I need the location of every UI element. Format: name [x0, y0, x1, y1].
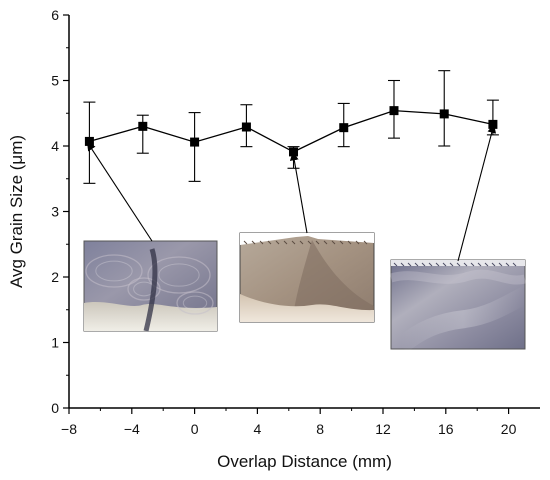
inset-notch: [400, 262, 405, 267]
inset-notch: [283, 240, 288, 245]
x-axis-title: Overlap Distance (mm): [217, 452, 392, 471]
inset-seam: [143, 248, 158, 332]
x-tick-label: 12: [375, 421, 391, 437]
inset-notch: [505, 262, 510, 267]
inset-notch: [456, 262, 461, 267]
inset-swirl-inner: [158, 263, 200, 287]
inset-notch: [307, 240, 312, 245]
inset-notch: [463, 262, 468, 267]
inset-notch: [251, 240, 256, 245]
inset-notch: [470, 262, 475, 267]
y-tick-label: 0: [51, 400, 59, 416]
inset-notch: [491, 262, 496, 267]
inset-notch: [414, 262, 419, 267]
inset-notch: [363, 240, 368, 245]
inset-micrograph-right: [389, 259, 530, 353]
inset-notch: [347, 240, 352, 245]
inset-notch: [243, 240, 248, 245]
inset-notch: [267, 240, 272, 245]
inset-notch: [498, 262, 503, 267]
inset-notch: [299, 240, 304, 245]
inset-swirl: [147, 256, 211, 294]
inset-notch: [339, 240, 344, 245]
inset-notch: [477, 262, 482, 267]
data-point: [439, 109, 449, 119]
data-point: [190, 137, 200, 147]
inset-swirl-inner: [95, 260, 133, 282]
plot-layer: [83, 70, 499, 184]
inset-diagonal-band: [395, 287, 530, 353]
inset-notch: [421, 262, 426, 267]
inset-pointer-arrow: [86, 141, 153, 242]
inset-notch: [355, 240, 360, 245]
y-tick-label: 1: [51, 335, 59, 351]
inset-base-region: [240, 294, 374, 322]
x-tick-label: −8: [61, 421, 77, 437]
inset-swirl: [85, 254, 143, 288]
data-point: [241, 122, 251, 132]
inset-swirl-inner: [182, 295, 208, 311]
inset-pointer-arrow: [289, 151, 308, 234]
inset-micrograph-left: [83, 240, 218, 332]
inset-notch: [275, 240, 280, 245]
x-tick-label: 4: [254, 421, 262, 437]
inset-notch: [331, 240, 336, 245]
inset-notch: [407, 262, 412, 267]
x-tick-label: 0: [191, 421, 199, 437]
inset-flow-band: [389, 269, 527, 285]
inset-pointer-arrow: [457, 124, 497, 262]
inset-swirl: [176, 291, 214, 315]
data-point: [339, 123, 349, 133]
inset-notch: [291, 240, 296, 245]
inset-notch: [393, 262, 398, 267]
y-tick-label: 3: [51, 204, 59, 220]
inset-notch: [323, 240, 328, 245]
inset-notch: [315, 240, 320, 245]
inset-notch: [484, 262, 489, 267]
inset-layer: [83, 124, 530, 353]
inset-notch: [428, 262, 433, 267]
y-tick-label: 5: [51, 73, 59, 89]
y-tick-label: 2: [51, 269, 59, 285]
inset-top-strip: [391, 260, 525, 266]
inset-top-cut: [240, 233, 374, 245]
y-tick-label: 4: [51, 138, 59, 154]
inset-notch: [435, 262, 440, 267]
x-tick-label: −4: [124, 421, 140, 437]
x-tick-label: 16: [438, 421, 454, 437]
data-point: [488, 119, 498, 129]
x-tick-label: 20: [501, 421, 517, 437]
inset-notch: [442, 262, 447, 267]
inset-notch: [512, 262, 517, 267]
inset-notch: [449, 262, 454, 267]
data-point: [84, 136, 94, 146]
inset-plume: [292, 240, 374, 322]
inset-notch: [259, 240, 264, 245]
x-tick-label: 8: [316, 421, 324, 437]
data-point: [389, 106, 399, 116]
inset-swirl: [127, 277, 161, 301]
y-axis-title: Avg Grain Size (μm): [7, 135, 26, 288]
data-point: [138, 121, 148, 131]
series-line: [89, 109, 494, 153]
y-tick-label: 6: [51, 7, 59, 23]
data-point: [289, 147, 299, 157]
inset-micrograph-middle: [239, 232, 375, 323]
